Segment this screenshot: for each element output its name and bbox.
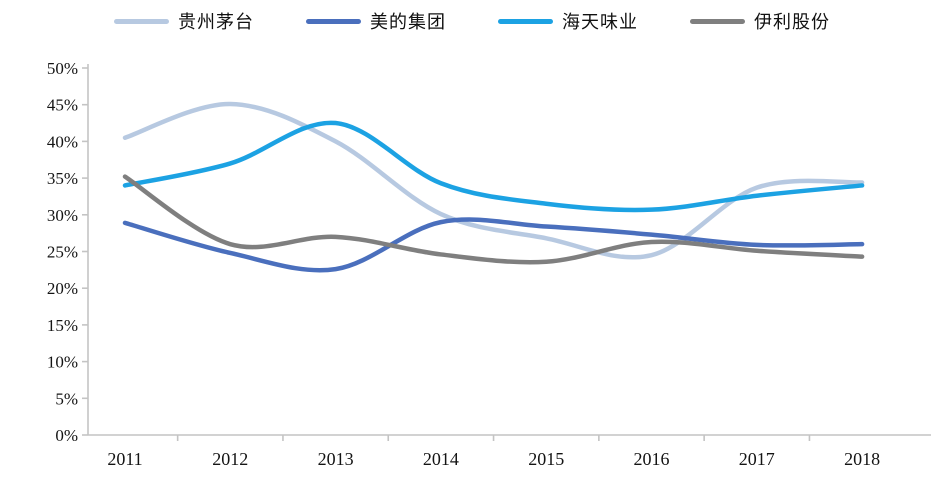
y-tick-label: 20% (47, 279, 78, 298)
y-tick-label: 50% (47, 59, 78, 78)
x-tick-label: 2011 (107, 449, 142, 469)
y-tick-label: 15% (47, 316, 78, 335)
y-tick-label: 10% (47, 353, 78, 372)
x-tick-label: 2014 (423, 449, 459, 469)
legend-line-swatch (306, 18, 361, 24)
legend-label: 伊利股份 (754, 12, 830, 32)
x-tick-label: 2012 (212, 449, 248, 469)
x-tick-label: 2015 (528, 449, 564, 469)
legend-label: 美的集团 (370, 12, 446, 32)
y-tick-label: 35% (47, 169, 78, 188)
chart-legend: 贵州茅台 美的集团 海天味业 伊利股份 (0, 8, 944, 34)
series-line-1 (122, 217, 865, 273)
legend-item-haitian-flavouring: 海天味业 (498, 8, 638, 34)
legend-item-yili-industrial: 伊利股份 (690, 8, 830, 34)
y-tick-label: 5% (55, 389, 78, 408)
y-tick-label: 40% (47, 132, 78, 151)
series-line-2 (122, 120, 865, 213)
y-tick-label: 25% (47, 243, 78, 262)
legend-label: 海天味业 (562, 12, 638, 32)
y-tick-label: 0% (55, 426, 78, 445)
y-tick-label: 30% (47, 206, 78, 225)
x-tick-label: 2017 (739, 449, 775, 469)
legend-line-swatch (114, 18, 169, 24)
legend-item-midea-group: 美的集团 (306, 8, 446, 34)
legend-line-swatch (690, 18, 745, 24)
legend-line-swatch (498, 18, 553, 24)
y-tick-label: 45% (47, 96, 78, 115)
legend-item-guizhou-maotai: 贵州茅台 (114, 8, 254, 34)
x-tick-label: 2016 (634, 449, 670, 469)
x-tick-label: 2018 (844, 449, 880, 469)
series-line-0 (122, 101, 865, 260)
legend-label: 贵州茅台 (178, 12, 254, 32)
series-line-3 (122, 174, 865, 265)
x-tick-label: 2013 (318, 449, 354, 469)
